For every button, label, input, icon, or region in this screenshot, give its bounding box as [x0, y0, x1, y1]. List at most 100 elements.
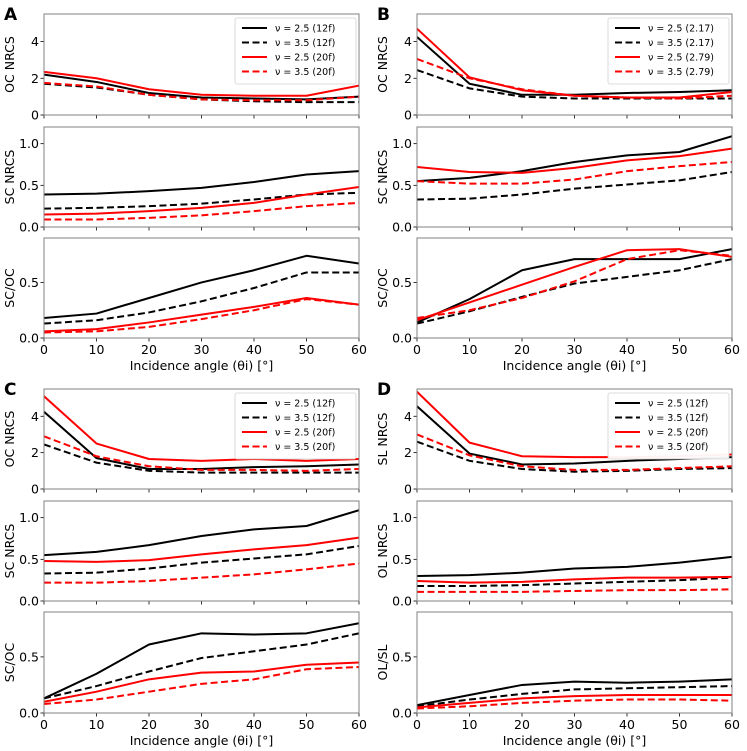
x-tick-label: 40: [246, 342, 262, 357]
legend-label: ν = 2.5 (20f): [275, 428, 335, 439]
y-tick-label: 0.5: [392, 649, 412, 664]
subplot-sc-nrcs: 0.0 0.5 1.0SC NRCS: [375, 126, 733, 235]
plot-area: [44, 238, 359, 338]
y-tick-label: 0.0: [392, 706, 412, 721]
legend: ν = 2.5 (12f) ν = 3.5 (12f) ν = 2.5 (20f) ν…: [234, 17, 357, 85]
y-tick-label: 2: [404, 445, 412, 460]
x-tick-label: 20: [141, 342, 157, 357]
x-tick-label: 10: [462, 342, 478, 357]
y-tick-label: 0.5: [19, 178, 39, 193]
axes-frame: [416, 126, 733, 228]
subplot-sc-oc: 0.0 0.5 0 10 20 30 40 50 60 SC/OC Incidence angle …: [2, 611, 367, 748]
x-tick-label: 20: [141, 717, 157, 732]
y-tick-label: 2: [31, 71, 39, 86]
axes-frame: [416, 13, 733, 116]
plot-area: [417, 612, 732, 713]
y-tick-label: 0.5: [392, 275, 412, 290]
x-tick-label: 40: [619, 717, 635, 732]
y-tick-label: 1.0: [392, 136, 412, 151]
y-tick-label: 0.0: [392, 331, 412, 346]
legend-label: ν = 3.5 (20f): [275, 442, 335, 453]
legend-label: ν = 2.5 (2.17): [648, 24, 714, 35]
x-axis-label: Incidence angle (θi) [°]: [503, 358, 647, 373]
legend-label: ν = 2.5 (20f): [275, 53, 335, 64]
y-axis-label: SL NRCS: [375, 412, 390, 465]
y-tick-label: 0.5: [19, 275, 39, 290]
series-group: [44, 622, 359, 706]
subplot-ol-nrcs: 0.0 0.5 1.0OL NRCS: [375, 500, 733, 609]
x-tick-label: 20: [514, 717, 530, 732]
subplot-sc-nrcs: 0.0 0.5 1.0SC NRCS: [2, 500, 360, 609]
x-tick-label: 30: [567, 717, 583, 732]
legend-label: ν = 2.5 (12f): [648, 399, 708, 410]
legend-frame: [607, 392, 730, 460]
plot-area: [417, 238, 732, 338]
series-group: [44, 509, 359, 584]
legend: ν = 2.5 (12f) ν = 3.5 (12f) ν = 2.5 (20f) ν…: [607, 392, 730, 460]
y-tick-label: 2: [31, 445, 39, 460]
axes-frame: [43, 388, 360, 490]
subplot-sc-oc: 0.0 0.5 0 10 20 30 40 50 60 SC/OC Incidence angle …: [375, 237, 740, 373]
y-axis-label: OL/SL: [375, 645, 390, 681]
legend-label: ν = 3.5 (20f): [648, 442, 708, 453]
y-tick-label: 2: [404, 71, 412, 86]
legend: ν = 2.5 (12f) ν = 3.5 (12f) ν = 2.5 (20f) ν…: [234, 392, 357, 460]
y-tick-label: 0: [404, 482, 412, 497]
axes-frame: [43, 500, 360, 602]
y-tick-label: 0.5: [19, 552, 39, 567]
x-tick-label: 10: [462, 717, 478, 732]
legend-label: ν = 2.5 (20f): [648, 428, 708, 439]
legend-frame: [607, 17, 730, 85]
legend-label: ν = 2.5 (12f): [275, 24, 335, 35]
x-tick-label: 10: [89, 342, 105, 357]
subplot-ol-sl: 0.0 0.5 0 10 20 30 40 50 60 OL/SL Incidence angle …: [375, 611, 740, 748]
x-tick-label: 50: [672, 342, 688, 357]
axes-frame: [43, 126, 360, 228]
y-tick-label: 0.0: [19, 220, 39, 235]
x-axis-label: Incidence angle (θi) [°]: [503, 733, 647, 748]
x-tick-label: 60: [351, 342, 367, 357]
axes-frame: [43, 13, 360, 116]
series-group: [44, 70, 359, 104]
y-tick-label: 0: [404, 108, 412, 123]
legend-label: ν = 3.5 (20f): [275, 67, 335, 78]
x-tick-label: 60: [351, 717, 367, 732]
y-tick-label: 0: [31, 108, 39, 123]
series-group: [44, 395, 359, 474]
axes-frame: [416, 388, 733, 490]
plot-area: [44, 612, 359, 713]
x-tick-label: 0: [413, 342, 421, 357]
legend-label: ν = 3.5 (12f): [648, 413, 708, 424]
y-axis-label: OL NRCS: [375, 524, 390, 579]
axes-frame: [416, 500, 733, 602]
x-tick-label: 60: [724, 717, 740, 732]
legend-frame: [234, 17, 357, 85]
y-tick-label: 4: [31, 409, 39, 424]
y-tick-label: 4: [31, 34, 39, 49]
y-tick-label: 0.0: [19, 331, 39, 346]
axes-frame: [43, 237, 360, 339]
y-tick-label: 0.0: [392, 594, 412, 609]
panel-letter: B: [377, 5, 390, 25]
y-tick-label: 4: [404, 409, 412, 424]
y-axis-label: OC NRCS: [2, 36, 17, 93]
y-tick-label: 0.0: [19, 706, 39, 721]
y-tick-label: 1.0: [19, 136, 39, 151]
legend-label: ν = 3.5 (12f): [275, 38, 335, 49]
axes-frame: [43, 611, 360, 714]
x-tick-label: 20: [514, 342, 530, 357]
axes-frame: [416, 237, 733, 339]
subplot-sc-oc: 0.0 0.5 0 10 20 30 40 50 60 SC/OC Incidence angle …: [2, 237, 367, 373]
y-tick-label: 0.5: [392, 178, 412, 193]
series-group: [44, 170, 359, 221]
x-tick-label: 30: [194, 342, 210, 357]
x-tick-label: 40: [246, 717, 262, 732]
panel-letter: A: [4, 5, 18, 25]
